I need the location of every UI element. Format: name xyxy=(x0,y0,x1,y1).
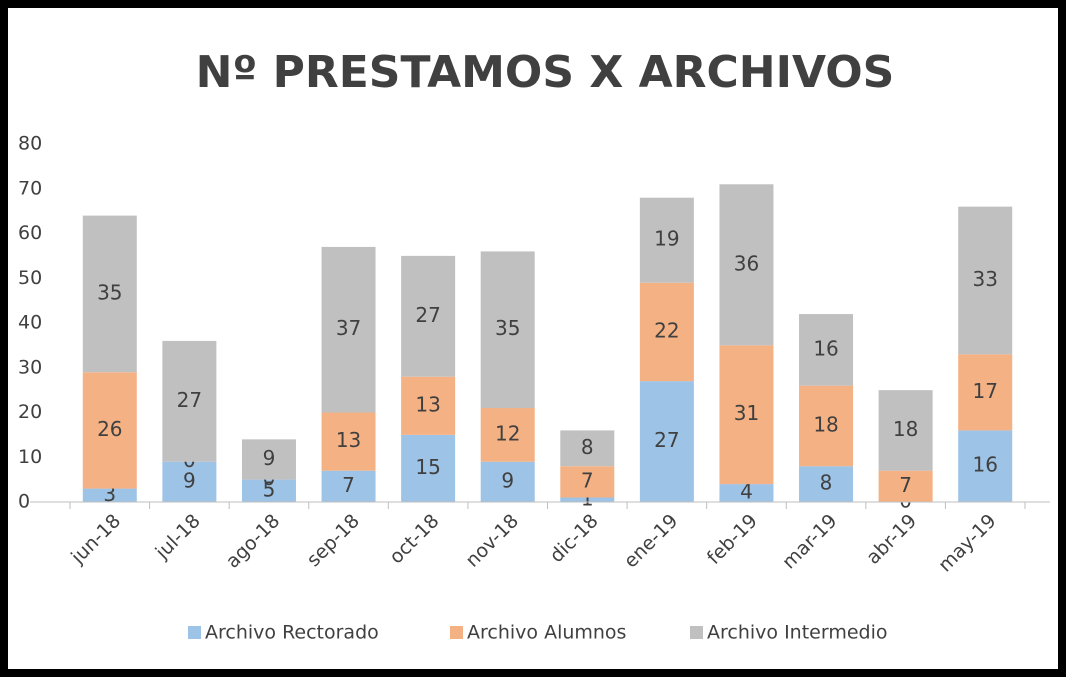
y-tick-label: 60 xyxy=(18,222,42,244)
bar-segment xyxy=(401,255,456,377)
bar-segment xyxy=(799,466,854,502)
bar-segment xyxy=(82,488,137,502)
data-label: 37 xyxy=(336,316,361,340)
data-label: 36 xyxy=(734,251,759,275)
bar-segment xyxy=(719,184,774,346)
data-label: 13 xyxy=(336,428,361,452)
data-label: 9 xyxy=(183,468,196,492)
legend-swatch xyxy=(690,626,703,639)
chart-title: Nº PRESTAMOS X ARCHIVOS xyxy=(196,47,895,98)
data-label: 35 xyxy=(495,316,520,340)
data-label: 4 xyxy=(740,480,753,504)
bar-segment xyxy=(560,497,615,502)
bar-segment xyxy=(719,345,774,485)
bar-segment xyxy=(560,430,615,467)
bar-segment xyxy=(958,430,1013,502)
data-label: 13 xyxy=(415,392,440,416)
bar-segment xyxy=(560,466,615,498)
bar-segment xyxy=(639,282,694,382)
bar-segment xyxy=(401,376,456,435)
data-label: 15 xyxy=(415,455,440,479)
data-label: 18 xyxy=(893,417,918,441)
data-label: 9 xyxy=(263,446,276,470)
data-label: 19 xyxy=(654,227,679,251)
data-label: 7 xyxy=(342,473,355,497)
data-label: 7 xyxy=(899,473,912,497)
y-tick-label: 70 xyxy=(18,177,42,199)
bar-segment xyxy=(241,439,296,480)
bar-segment xyxy=(321,412,376,471)
data-label: 18 xyxy=(813,412,838,436)
y-tick-label: 10 xyxy=(18,446,42,468)
bar-segment xyxy=(82,372,137,489)
data-label: 8 xyxy=(581,435,594,459)
data-label: 16 xyxy=(972,453,997,477)
data-label: 27 xyxy=(177,388,202,412)
data-label: 33 xyxy=(972,267,997,291)
data-label: 8 xyxy=(820,471,833,495)
bar-segment xyxy=(639,381,694,502)
y-tick-label: 50 xyxy=(18,267,42,289)
bar-segment xyxy=(799,314,854,386)
data-label: 35 xyxy=(97,280,122,304)
bar-segment xyxy=(401,434,456,502)
bar-segment xyxy=(878,390,933,471)
y-tick-label: 20 xyxy=(18,401,42,423)
bar-segment xyxy=(958,354,1013,431)
bar-segment xyxy=(480,461,535,502)
legend-label: Archivo Alumnos xyxy=(467,622,626,644)
bar-segment xyxy=(958,206,1013,355)
bar-segment xyxy=(480,408,535,462)
data-label: 27 xyxy=(654,428,679,452)
legend-swatch xyxy=(188,626,201,639)
y-tick-label: 80 xyxy=(18,133,42,155)
bar-segment xyxy=(799,385,854,467)
bar-segment xyxy=(321,470,376,502)
bar-segment xyxy=(241,479,296,502)
legend-swatch xyxy=(450,626,463,639)
data-label: 31 xyxy=(734,401,759,425)
bar-segment xyxy=(878,470,933,502)
bar-segment xyxy=(639,197,694,283)
data-label: 7 xyxy=(581,468,594,492)
data-label: 27 xyxy=(415,303,440,327)
legend-label: Archivo Rectorado xyxy=(205,622,379,644)
y-tick-label: 40 xyxy=(18,312,42,334)
bar-segment xyxy=(480,251,535,409)
bar-segment xyxy=(162,461,217,502)
bar-segment xyxy=(82,215,137,373)
data-label: 9 xyxy=(501,468,514,492)
data-label: 16 xyxy=(813,336,838,360)
data-label: 26 xyxy=(97,417,122,441)
data-label: 17 xyxy=(972,379,997,403)
data-label: 5 xyxy=(263,477,276,501)
bar-segment xyxy=(162,340,217,462)
y-tick-label: 30 xyxy=(18,356,42,378)
bar-segment xyxy=(719,484,774,502)
legend-label: Archivo Intermedio xyxy=(707,622,888,644)
bar-segment xyxy=(321,246,376,413)
y-tick-label: 0 xyxy=(18,491,30,513)
data-label: 22 xyxy=(654,318,679,342)
data-label: 12 xyxy=(495,421,520,445)
